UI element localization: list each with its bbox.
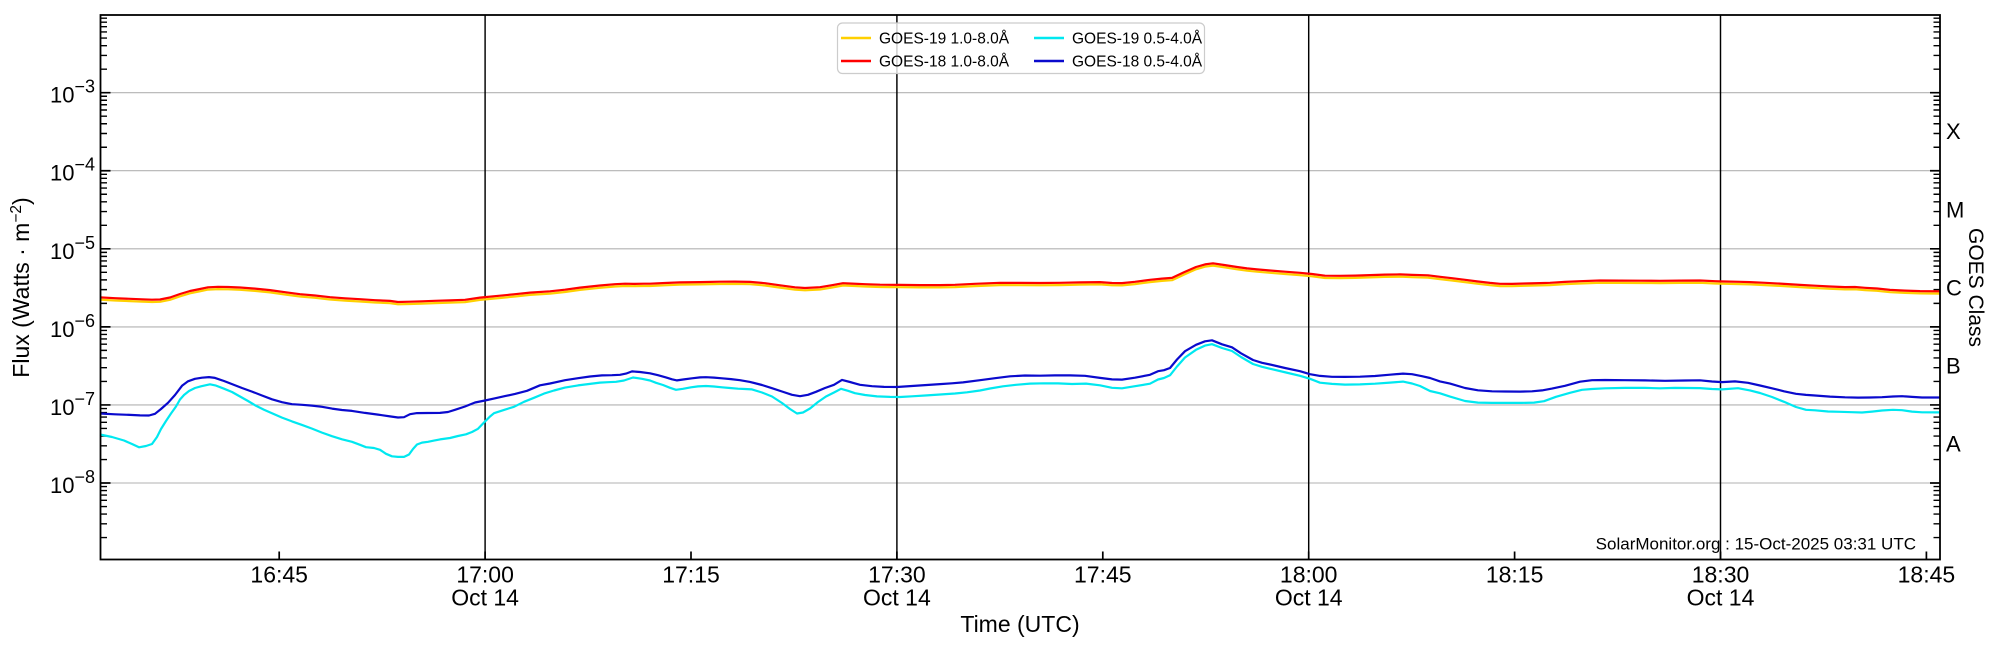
svg-text:17:00: 17:00 bbox=[456, 562, 514, 588]
svg-text:17:15: 17:15 bbox=[662, 562, 720, 588]
svg-text:X: X bbox=[1946, 119, 1961, 144]
svg-text:18:30: 18:30 bbox=[1692, 562, 1750, 588]
svg-text:Oct 14: Oct 14 bbox=[1687, 585, 1755, 611]
svg-text:17:30: 17:30 bbox=[868, 562, 926, 588]
svg-text:Oct 14: Oct 14 bbox=[451, 585, 519, 611]
svg-text:Flux (Watts · m−2): Flux (Watts · m−2) bbox=[8, 197, 34, 377]
svg-text:18:15: 18:15 bbox=[1486, 562, 1544, 588]
svg-text:18:00: 18:00 bbox=[1280, 562, 1338, 588]
svg-text:B: B bbox=[1946, 353, 1961, 378]
svg-text:M: M bbox=[1946, 197, 1964, 222]
svg-text:Oct 14: Oct 14 bbox=[863, 585, 931, 611]
svg-text:A: A bbox=[1946, 432, 1961, 457]
svg-text:GOES Class: GOES Class bbox=[1964, 228, 1987, 347]
svg-text:GOES-18 1.0-8.0Å: GOES-18 1.0-8.0Å bbox=[879, 54, 1010, 71]
svg-text:GOES-18 0.5-4.0Å: GOES-18 0.5-4.0Å bbox=[1072, 54, 1203, 71]
svg-text:17:45: 17:45 bbox=[1074, 562, 1132, 588]
svg-text:C: C bbox=[1946, 275, 1962, 300]
svg-text:Time (UTC): Time (UTC) bbox=[960, 611, 1079, 637]
svg-text:GOES-19 1.0-8.0Å: GOES-19 1.0-8.0Å bbox=[879, 31, 1010, 48]
svg-text:18:45: 18:45 bbox=[1898, 562, 1956, 588]
svg-text:SolarMonitor.org : 15-Oct-2025: SolarMonitor.org : 15-Oct-2025 03:31 UTC bbox=[1596, 535, 1916, 554]
svg-text:GOES-19 0.5-4.0Å: GOES-19 0.5-4.0Å bbox=[1072, 31, 1203, 48]
svg-text:Oct 14: Oct 14 bbox=[1275, 585, 1343, 611]
svg-text:16:45: 16:45 bbox=[250, 562, 308, 588]
